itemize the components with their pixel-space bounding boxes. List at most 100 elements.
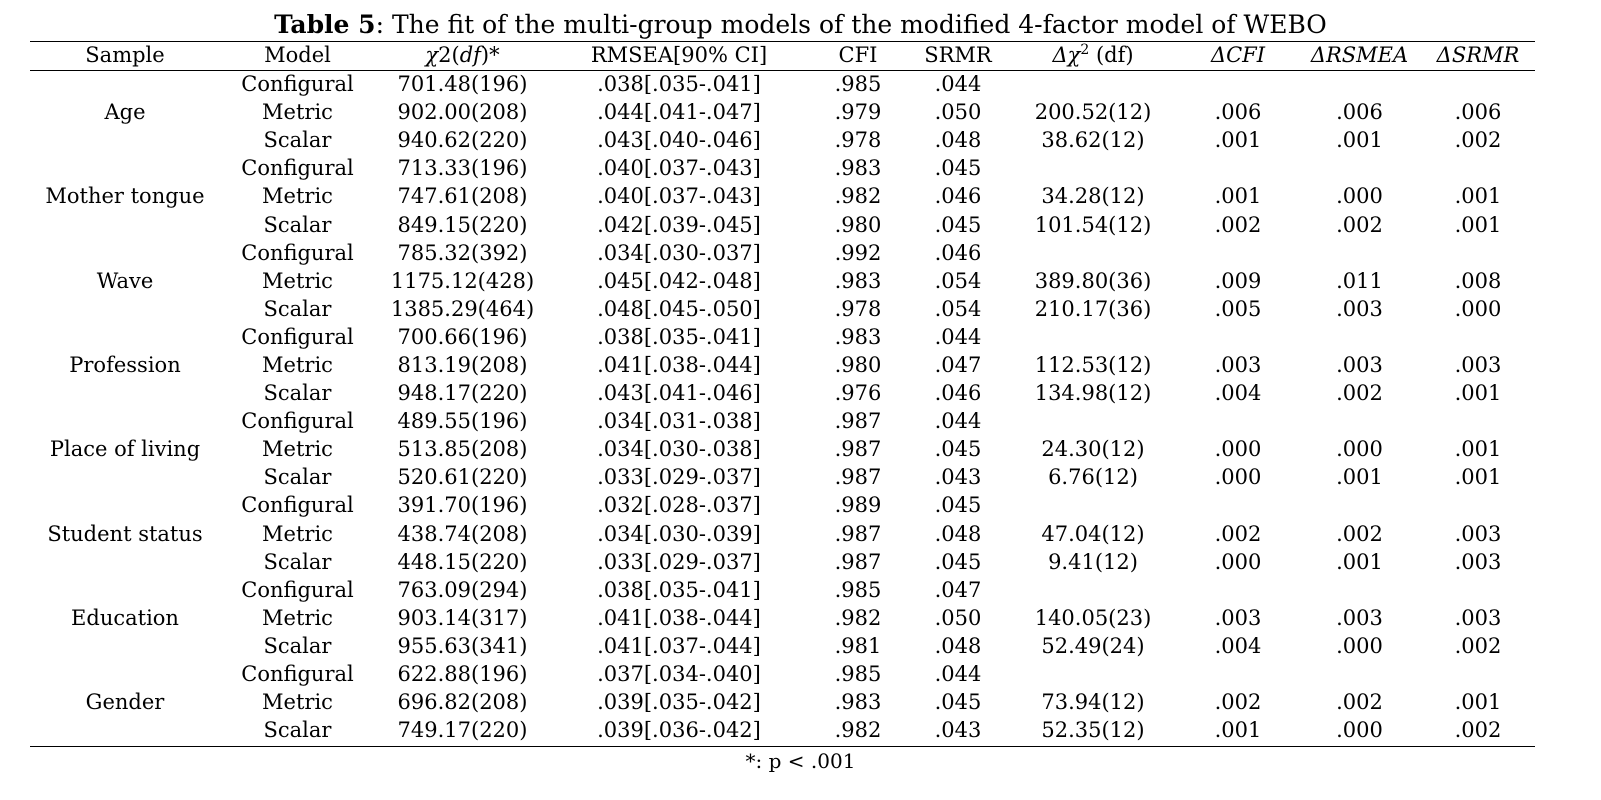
model-cell: Metric: [262, 184, 333, 209]
delta-chi-square-cell: 6.76(12): [1048, 465, 1138, 490]
rmsea-cell: .040[.037-.043]: [597, 184, 761, 209]
sample-cell: Education: [71, 605, 179, 630]
chi-square-cell: 849.15(220): [397, 212, 528, 237]
delta-rmsea-cell: [1298, 70, 1421, 98]
delta-srmr-cell: [1421, 407, 1535, 435]
delta-cfi-cell: .006: [1214, 100, 1262, 125]
delta-chi-square-cell: 24.30(12): [1041, 437, 1145, 462]
table-number: Table 5: [274, 10, 376, 39]
delta-chi-square-cell: [1008, 70, 1178, 98]
model-cell: Configural: [241, 156, 354, 181]
delta-cfi-cell: .000: [1214, 549, 1262, 574]
model-cell: Configural: [241, 409, 354, 434]
table-row: Metric 438.74(208) .034[.030-.039] .987 .048…: [30, 520, 1535, 548]
delta-chi-square-cell: 73.94(12): [1041, 690, 1145, 715]
delta-rmsea-cell: .006: [1336, 100, 1383, 125]
sample-cell: Mother tongue: [45, 184, 205, 209]
delta-chi-square-cell: [1008, 576, 1178, 604]
chi-square-cell: 696.82(208): [397, 690, 528, 715]
delta-rmsea-cell: .001: [1336, 549, 1383, 574]
table-row: Metric 747.61(208) .040[.037-.043] .982 .046…: [30, 182, 1535, 210]
srmr-cell: .044: [934, 324, 982, 349]
model-cell: Metric: [262, 690, 333, 715]
header-srmr: SRMR: [924, 43, 992, 67]
delta-rmsea-cell: .002: [1336, 521, 1383, 546]
srmr-cell: .048: [934, 633, 982, 658]
table-row: Scalar 955.63(341) .041[.037-.044] .981 .048…: [30, 632, 1535, 660]
srmr-cell: .050: [934, 100, 982, 125]
delta-rmsea-cell: .000: [1336, 184, 1383, 209]
model-cell: Configural: [241, 493, 354, 518]
delta-cfi-cell: [1178, 576, 1298, 604]
delta-rmsea-cell: .011: [1336, 268, 1383, 293]
model-cell: Configural: [241, 662, 354, 687]
table-row: Metric 813.19(208) .041[.038-.044] .980 .047…: [30, 351, 1535, 379]
delta-srmr-cell: [1421, 323, 1535, 351]
delta-cfi-cell: .003: [1214, 605, 1262, 630]
table-caption: Table 5: The fit of the multi-group mode…: [0, 10, 1601, 40]
bottom-rule: [30, 746, 1535, 747]
delta-srmr-cell: [1421, 70, 1535, 98]
table-footnote: *: p < .001: [745, 749, 856, 773]
srmr-cell: .047: [934, 352, 982, 377]
rmsea-cell: .045[.042-.048]: [597, 268, 761, 293]
delta-chi-square-cell: [1008, 239, 1178, 267]
cfi-cell: .992: [834, 240, 882, 265]
header-cfi: CFI: [838, 43, 878, 67]
delta-chi-square-cell: 38.62(12): [1041, 128, 1145, 153]
model-cell: Scalar: [263, 718, 332, 743]
model-cell: Scalar: [263, 465, 332, 490]
cfi-cell: .983: [834, 690, 882, 715]
cfi-cell: .978: [834, 296, 882, 321]
srmr-cell: .046: [934, 381, 982, 406]
delta-cfi-cell: [1178, 239, 1298, 267]
delta-chi-square-cell: 112.53(12): [1034, 352, 1152, 377]
header-sample: Sample: [85, 43, 165, 67]
srmr-cell: .045: [934, 212, 982, 237]
delta-cfi-cell: .000: [1214, 465, 1262, 490]
chi-square-cell: 902.00(208): [397, 100, 528, 125]
cfi-cell: .980: [834, 212, 882, 237]
table-row: Scalar 448.15(220) .033[.029-.037] .987 .045…: [30, 548, 1535, 576]
delta-rmsea-cell: [1298, 407, 1421, 435]
chi-square-cell: 489.55(196): [397, 409, 528, 434]
header-rmsea: RMSEA[90% CI]: [590, 43, 768, 67]
srmr-cell: .047: [934, 577, 982, 602]
table-row: Metric 696.82(208) .039[.035-.042] .983 .045…: [30, 688, 1535, 716]
rmsea-cell: .039[.035-.042]: [597, 690, 761, 715]
chi-square-cell: 785.32(392): [397, 240, 528, 265]
delta-srmr-cell: .001: [1454, 437, 1502, 462]
srmr-cell: .043: [934, 718, 982, 743]
delta-cfi-cell: .002: [1214, 521, 1262, 546]
delta-rmsea-cell: .001: [1336, 465, 1383, 490]
delta-chi-square-cell: [1008, 407, 1178, 435]
srmr-cell: .046: [934, 184, 982, 209]
rmsea-cell: .041[.038-.044]: [597, 605, 761, 630]
delta-cfi-cell: .004: [1214, 633, 1262, 658]
srmr-cell: .044: [934, 409, 982, 434]
table-title: : The fit of the multi-group models of t…: [375, 10, 1327, 39]
rmsea-cell: .033[.029-.037]: [597, 465, 761, 490]
delta-srmr-cell: .000: [1454, 296, 1502, 321]
delta-srmr-cell: .003: [1454, 521, 1502, 546]
table-row: Age Configural 701.48(196) .038[.035-.041].…: [30, 70, 1535, 124]
chi-square-cell: 747.61(208): [397, 184, 528, 209]
delta-cfi-cell: [1178, 660, 1298, 688]
delta-cfi-cell: .003: [1214, 352, 1262, 377]
delta-chi-square-cell: [1008, 323, 1178, 351]
chi-square-cell: 1175.12(428): [390, 268, 535, 293]
delta-srmr-cell: [1421, 491, 1535, 519]
delta-cfi-cell: .002: [1214, 690, 1262, 715]
model-cell: Configural: [241, 240, 354, 265]
table-row: Scalar 749.17(220) .039[.036-.042] .982 .043…: [30, 716, 1535, 744]
cfi-cell: .983: [834, 156, 882, 181]
cfi-cell: .985: [834, 72, 882, 97]
table-row: Education Configural 763.09(294) .038[.035-…: [30, 576, 1535, 630]
delta-chi-square-cell: [1008, 660, 1178, 688]
cfi-cell: .983: [834, 324, 882, 349]
delta-chi-square-cell: 200.52(12): [1034, 100, 1152, 125]
delta-cfi-cell: .001: [1214, 184, 1262, 209]
srmr-cell: .044: [934, 662, 982, 687]
delta-srmr-cell: .001: [1454, 184, 1502, 209]
cfi-cell: .985: [834, 662, 882, 687]
